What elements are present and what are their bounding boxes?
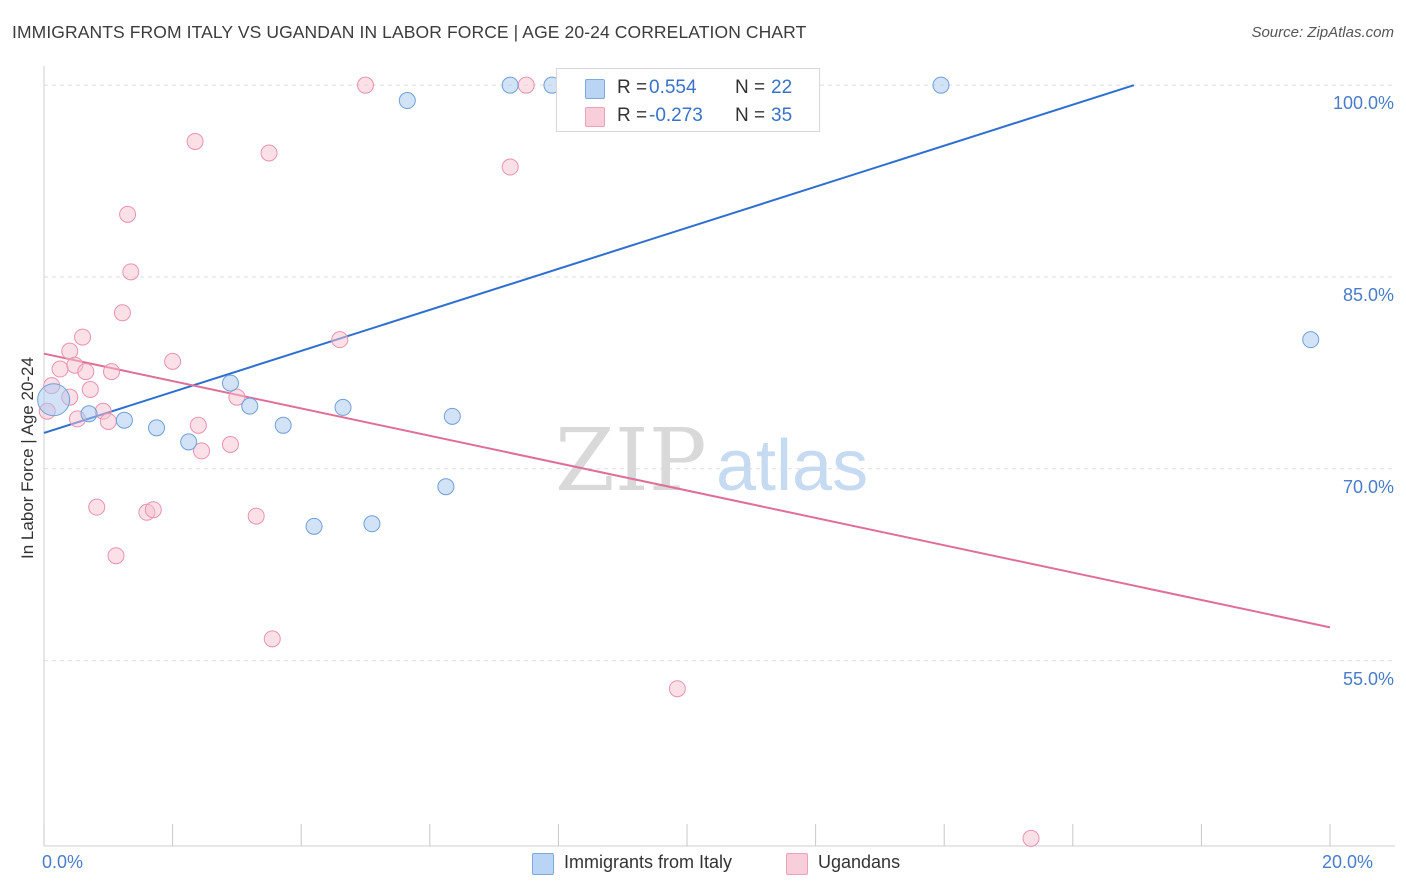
point-ugandans	[88, 498, 106, 516]
point-ugandans	[193, 442, 211, 460]
point-ugandans	[119, 205, 137, 223]
point-ugandans	[221, 435, 239, 453]
point-ugandans	[186, 132, 204, 150]
point-italy	[501, 76, 519, 94]
italy-swatch	[585, 79, 605, 99]
point-italy	[398, 92, 416, 110]
point-italy	[221, 374, 239, 392]
point-ugandans	[113, 304, 131, 322]
n-value-italy: 22	[771, 77, 793, 98]
point-ugandans	[501, 158, 519, 176]
legend-swatch-ugandans	[786, 853, 808, 875]
point-ugandans	[668, 680, 686, 698]
point-italy	[932, 76, 950, 94]
point-italy	[437, 478, 455, 496]
point-italy	[1302, 331, 1320, 349]
x-tick-label-min: 0.0%	[42, 852, 84, 872]
point-italy	[334, 398, 352, 416]
point-ugandans	[260, 144, 278, 162]
point-italy	[443, 407, 461, 425]
r-value-ugandans: -0.273	[649, 105, 703, 126]
point-italy	[305, 517, 323, 535]
y-tick-label: 55.0%	[1342, 668, 1394, 689]
point-ugandans	[331, 331, 349, 349]
point-ugandans	[189, 416, 207, 434]
ugandans-swatch	[585, 107, 605, 127]
x-tick-label-max: 20.0%	[1322, 852, 1374, 872]
trend-line-ugandans	[43, 352, 1331, 629]
watermark-zip: ZIP	[555, 411, 707, 511]
n-value-ugandans: 35	[771, 105, 793, 126]
point-ugandans	[247, 507, 265, 525]
point-ugandans	[107, 547, 125, 565]
trend-line-italy	[43, 84, 1135, 434]
point-ugandans	[228, 388, 246, 406]
point-italy	[180, 433, 198, 451]
gridlines	[44, 84, 1395, 662]
point-ugandans	[77, 363, 95, 381]
point-ugandans	[103, 363, 121, 381]
legend-swatch-italy	[532, 853, 554, 875]
axes	[43, 66, 1395, 847]
y-tick-label: 85.0%	[1342, 284, 1394, 305]
point-italy	[37, 383, 71, 417]
stats-box: R = 0.554 N = 22 R = -0.273 N = 35	[556, 68, 820, 132]
point-italy	[274, 416, 292, 434]
source-credit: Source: ZipAtlas.com	[1251, 24, 1394, 41]
point-ugandans	[122, 263, 140, 281]
r-value-italy: 0.554	[649, 77, 697, 98]
watermark-atlas: atlas	[716, 426, 868, 506]
y-tick-label: 100.0%	[1332, 93, 1394, 114]
point-ugandans	[81, 381, 99, 399]
watermark: ZIP atlas	[555, 411, 868, 511]
n-label: N =	[735, 77, 766, 98]
data-points	[37, 76, 1320, 847]
point-italy	[115, 411, 133, 429]
stats-row-ugandans: R = -0.273 N = 35	[557, 101, 819, 129]
point-italy	[241, 397, 259, 415]
legend-label-italy: Immigrants from Italy	[564, 852, 733, 872]
point-ugandans	[164, 352, 182, 370]
y-axis-title: In Labor Force | Age 20-24	[18, 357, 37, 559]
legend-label-ugandans: Ugandans	[818, 852, 901, 872]
point-italy	[148, 419, 166, 437]
r-label: R =	[617, 105, 648, 126]
point-italy	[80, 405, 98, 423]
point-ugandans	[51, 360, 69, 378]
point-ugandans	[74, 328, 92, 346]
stats-row-italy: R = 0.554 N = 22	[557, 73, 819, 101]
point-italy	[363, 515, 381, 533]
point-ugandans	[99, 412, 117, 430]
point-ugandans	[144, 501, 162, 519]
point-ugandans	[263, 630, 281, 648]
point-ugandans	[1022, 829, 1040, 847]
point-ugandans	[357, 76, 374, 94]
n-label: N =	[735, 105, 766, 126]
chart-title: IMMIGRANTS FROM ITALY VS UGANDAN IN LABO…	[12, 22, 807, 42]
trend-lines	[43, 84, 1331, 629]
y-tick-label: 70.0%	[1342, 476, 1394, 497]
point-ugandans	[517, 76, 535, 94]
r-label: R =	[617, 77, 648, 98]
legend: Immigrants from Italy Ugandans	[0, 852, 1406, 878]
